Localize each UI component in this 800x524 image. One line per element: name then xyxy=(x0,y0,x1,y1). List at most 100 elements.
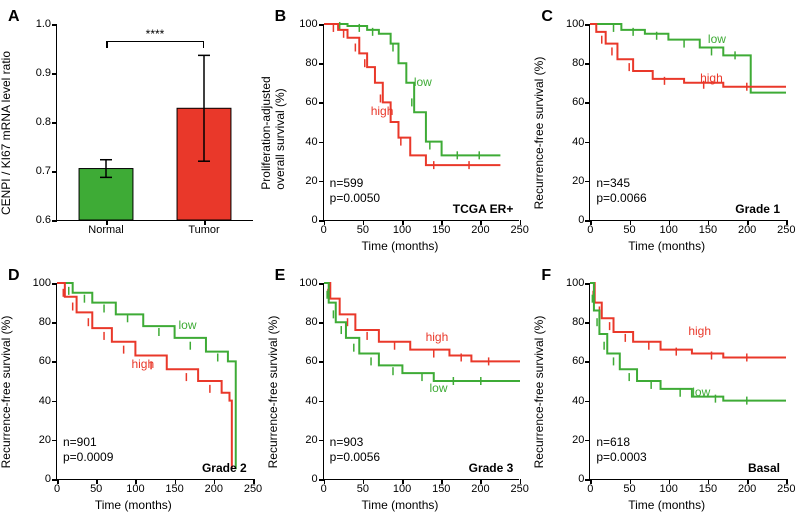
stat-n: n=901 xyxy=(63,435,113,450)
survival-curve-low xyxy=(590,283,786,401)
y-axis-label: CENPI / KI67 mRNA level ratio xyxy=(0,50,13,214)
stat-p: p=0.0066 xyxy=(596,191,646,206)
panel-letter: D xyxy=(8,267,20,285)
survival-curve-low xyxy=(324,283,520,381)
y-tick-label: 20 xyxy=(305,175,323,187)
curve-label-low: low xyxy=(429,381,447,395)
stats-block: n=599p=0.0050 xyxy=(330,176,380,206)
stat-n: n=618 xyxy=(596,435,646,450)
y-tick-label: 60 xyxy=(39,355,57,367)
y-tick-label: 80 xyxy=(572,57,590,69)
stat-p: p=0.0003 xyxy=(596,450,646,465)
y-tick-label: 20 xyxy=(39,434,57,446)
x-tick-label: 250 xyxy=(510,479,528,495)
panel-letter: E xyxy=(275,267,286,285)
plot-area: 020406080100050100150200250highlown=903p… xyxy=(323,283,520,480)
curve-label-high: high xyxy=(371,104,394,118)
panel-title: Grade 2 xyxy=(202,461,247,475)
y-axis-label: Recurrence-free survival (%) xyxy=(532,315,546,468)
x-tick-label: 100 xyxy=(126,479,144,495)
y-tick-label: 1.0 xyxy=(36,18,57,30)
x-tick-label: 250 xyxy=(244,479,262,495)
x-tick-label: 100 xyxy=(393,479,411,495)
x-tick-label: 200 xyxy=(205,479,223,495)
stats-block: n=901p=0.0009 xyxy=(63,435,113,465)
y-tick-label: 80 xyxy=(572,316,590,328)
y-tick-label: 40 xyxy=(305,395,323,407)
curve-label-low: low xyxy=(179,318,197,332)
significance-label: **** xyxy=(146,27,165,41)
survival-curve-high xyxy=(590,24,786,87)
x-tick-label: 250 xyxy=(510,220,528,236)
stat-p: p=0.0056 xyxy=(330,450,380,465)
panel-letter: B xyxy=(275,8,287,26)
plot-area: 020406080100050100150200250lowhighn=599p… xyxy=(323,24,520,221)
stat-n: n=345 xyxy=(596,176,646,191)
curve-label-high: high xyxy=(426,330,449,344)
x-axis-label: Time (months) xyxy=(628,239,705,253)
panel-E: E Recurrence-free survival (%) Time (mon… xyxy=(277,269,524,514)
y-tick-label: 0.7 xyxy=(36,165,57,177)
y-tick-label: 60 xyxy=(305,96,323,108)
x-tick-label: 250 xyxy=(777,220,795,236)
y-tick-label: 0.8 xyxy=(36,116,57,128)
panel-letter: A xyxy=(8,8,20,26)
y-tick-label: 80 xyxy=(305,316,323,328)
y-tick-label: 40 xyxy=(572,395,590,407)
panel-B: B Proliferation-adjusted overall surviva… xyxy=(277,10,524,255)
x-axis-label: Time (months) xyxy=(95,498,172,512)
x-tick-label: 200 xyxy=(738,220,756,236)
y-tick-label: 60 xyxy=(572,96,590,108)
curve-label-low: low xyxy=(692,385,710,399)
x-axis-label: Time (months) xyxy=(362,239,439,253)
x-tick-label: 0 xyxy=(587,479,593,495)
stat-p: p=0.0009 xyxy=(63,450,113,465)
x-axis-label: Time (months) xyxy=(628,498,705,512)
x-tick-label: 150 xyxy=(699,220,717,236)
x-tick-label: 200 xyxy=(471,220,489,236)
figure-grid: A CENPI / KI67 mRNA level ratio 0.60.70.… xyxy=(10,10,790,514)
curve-label-low: low xyxy=(708,32,726,46)
stat-n: n=903 xyxy=(330,435,380,450)
curve-label-high: high xyxy=(700,71,723,85)
panel-title: Grade 3 xyxy=(469,461,514,475)
y-axis-label: Proliferation-adjusted overall survival … xyxy=(259,76,287,189)
panel-A: A CENPI / KI67 mRNA level ratio 0.60.70.… xyxy=(10,10,257,255)
stat-p: p=0.0050 xyxy=(330,191,380,206)
curve-label-high: high xyxy=(131,357,154,371)
x-tick-label: 100 xyxy=(660,220,678,236)
x-tick-label: 0 xyxy=(321,220,327,236)
panel-title: TCGA ER+ xyxy=(453,202,514,216)
panel-title: Grade 1 xyxy=(735,202,780,216)
plot-area: 020406080100050100150200250highlown=618p… xyxy=(589,283,786,480)
y-tick-label: 40 xyxy=(39,395,57,407)
stat-n: n=599 xyxy=(330,176,380,191)
y-tick-label: 20 xyxy=(572,434,590,446)
stats-block: n=618p=0.0003 xyxy=(596,435,646,465)
x-tick-label: 100 xyxy=(660,479,678,495)
panel-letter: F xyxy=(541,267,551,285)
x-tick-label: Tumor xyxy=(188,220,219,236)
x-tick-label: 100 xyxy=(393,220,411,236)
survival-curve-high xyxy=(590,283,786,357)
y-tick-label: 100 xyxy=(566,277,590,289)
panel-letter: C xyxy=(541,8,553,26)
panel-D: D Recurrence-free survival (%) Time (mon… xyxy=(10,269,257,514)
y-tick-label: 80 xyxy=(305,57,323,69)
x-tick-label: 50 xyxy=(90,479,102,495)
x-tick-label: 0 xyxy=(321,479,327,495)
x-tick-label: 150 xyxy=(699,479,717,495)
x-tick-label: 50 xyxy=(623,479,635,495)
x-tick-label: Normal xyxy=(88,220,123,236)
x-tick-label: 250 xyxy=(777,479,795,495)
panel-C: C Recurrence-free survival (%) Time (mon… xyxy=(543,10,790,255)
x-tick-label: 0 xyxy=(587,220,593,236)
y-tick-label: 80 xyxy=(39,316,57,328)
y-axis-label: Recurrence-free survival (%) xyxy=(532,56,546,209)
y-axis-label: Recurrence-free survival (%) xyxy=(0,315,13,468)
stats-block: n=903p=0.0056 xyxy=(330,435,380,465)
plot-area: 0.60.70.80.91.0NormalTumor**** xyxy=(56,24,253,221)
x-tick-label: 0 xyxy=(54,479,60,495)
x-tick-label: 50 xyxy=(357,479,369,495)
x-tick-label: 200 xyxy=(471,479,489,495)
